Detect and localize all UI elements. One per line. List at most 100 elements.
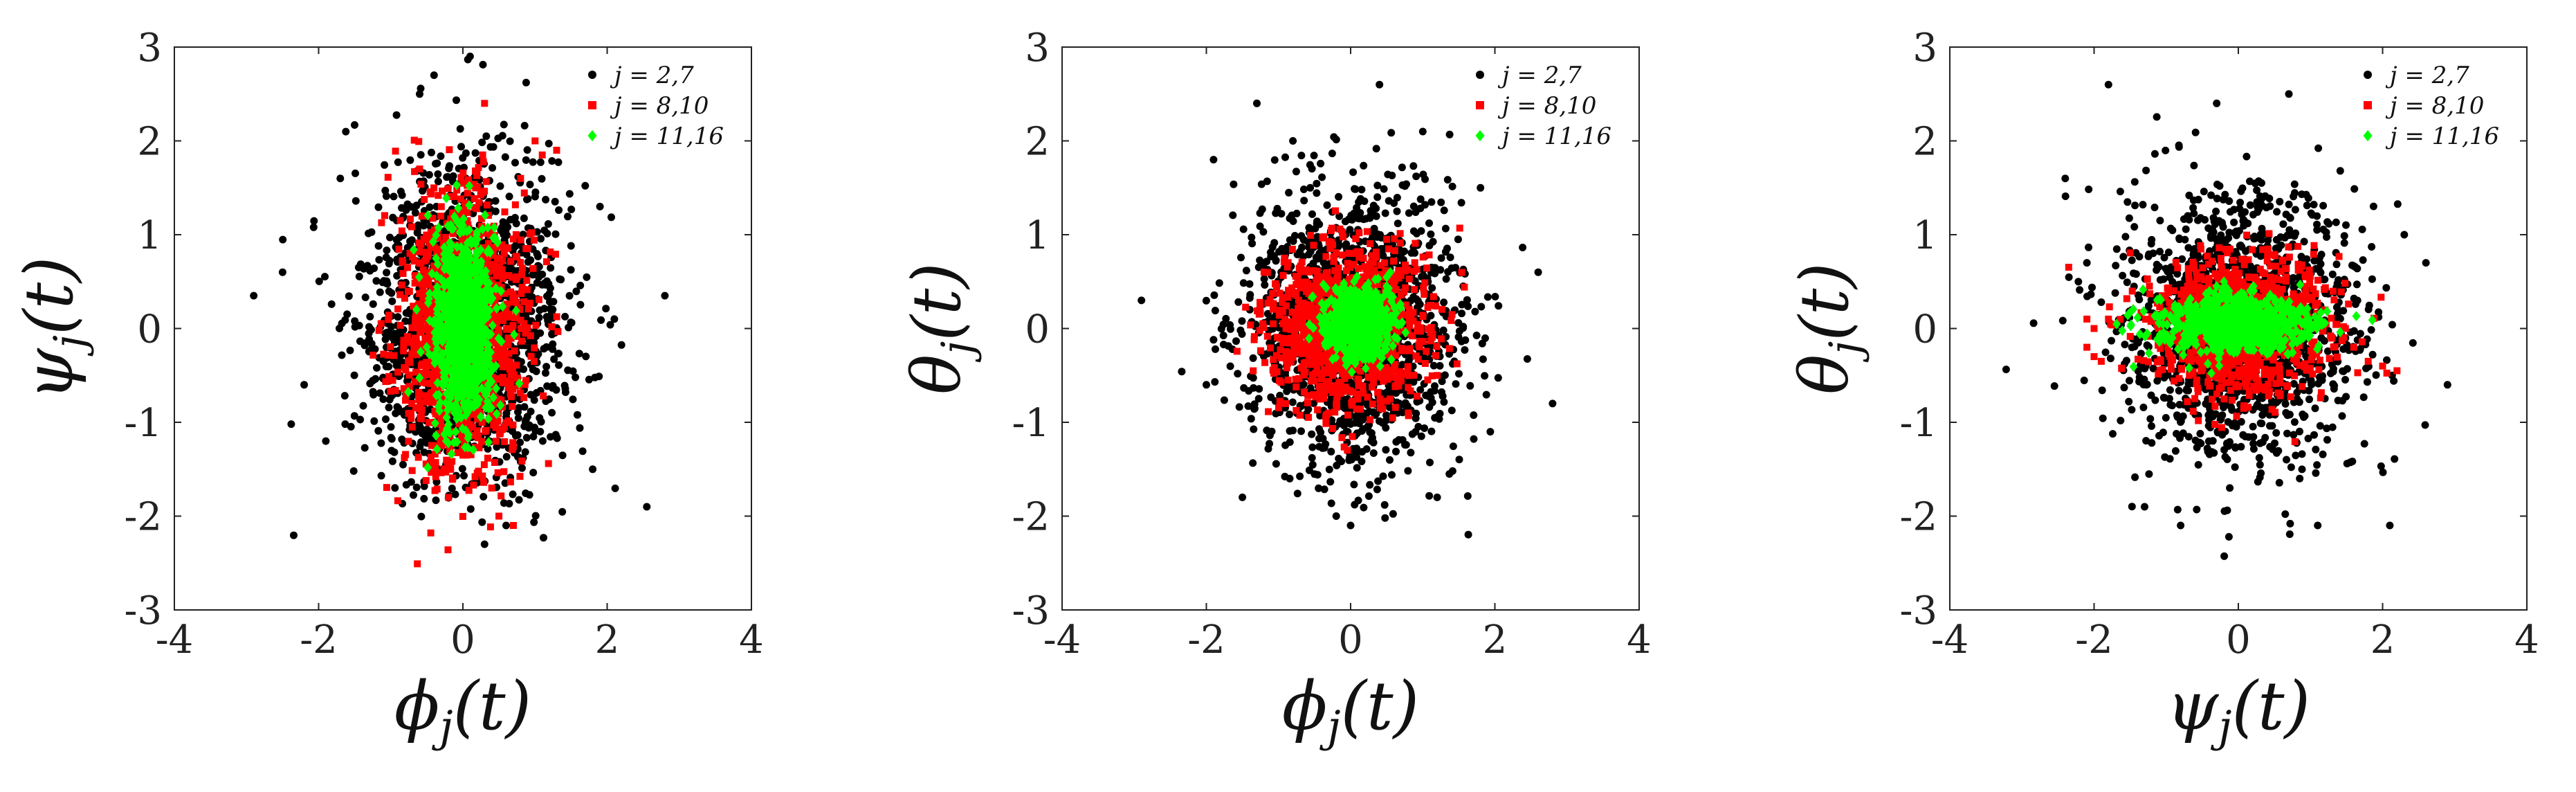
data-point — [432, 444, 441, 455]
data-point — [1308, 165, 1316, 173]
data-point — [474, 360, 483, 371]
data-point — [1296, 472, 1304, 480]
data-point — [1249, 459, 1257, 467]
data-point — [454, 209, 461, 217]
data-point — [427, 529, 435, 537]
data-point — [452, 347, 461, 358]
data-point — [458, 311, 466, 322]
x-tick-label: 0 — [450, 618, 475, 663]
y-tick-label: 3 — [137, 26, 162, 71]
data-point — [1380, 185, 1388, 193]
data-point — [395, 245, 403, 253]
data-point — [1278, 244, 1286, 253]
data-point — [1358, 186, 1366, 194]
data-point — [437, 469, 445, 476]
data-point — [392, 409, 400, 417]
data-point — [450, 230, 457, 237]
data-point — [486, 523, 494, 531]
data-point — [460, 343, 469, 354]
data-point — [478, 518, 486, 526]
data-point — [525, 491, 533, 499]
x-tick-label: -2 — [300, 618, 338, 663]
data-point — [1441, 248, 1450, 256]
data-point — [471, 431, 478, 439]
data-point — [434, 170, 442, 178]
data-point — [545, 460, 552, 467]
data-point — [530, 518, 538, 526]
y-tick-label: -1 — [124, 401, 162, 446]
data-point — [520, 189, 528, 197]
data-point — [542, 313, 551, 321]
data-point — [453, 255, 462, 267]
data-point — [422, 307, 430, 315]
data-point — [1445, 130, 1454, 138]
data-point — [511, 201, 519, 208]
data-point — [437, 273, 446, 285]
data-point — [421, 196, 428, 204]
data-point — [441, 359, 450, 369]
data-point — [401, 363, 408, 371]
data-point — [426, 188, 434, 196]
data-point — [1358, 448, 1367, 456]
data-point — [1310, 399, 1318, 407]
data-point — [462, 449, 470, 456]
data-point — [426, 427, 434, 435]
data-point — [432, 430, 441, 441]
data-point — [385, 312, 393, 319]
data-point — [407, 215, 414, 223]
data-point — [416, 290, 423, 298]
data-point — [429, 309, 437, 316]
data-point — [505, 272, 513, 279]
data-point — [1267, 393, 1275, 402]
data-point — [462, 410, 471, 421]
data-point — [387, 289, 396, 297]
data-point — [531, 188, 540, 197]
data-point — [1443, 176, 1452, 184]
data-point — [385, 316, 392, 323]
data-point — [445, 494, 453, 501]
data-point — [547, 264, 555, 272]
data-point — [517, 174, 524, 182]
data-point — [471, 255, 480, 266]
data-point — [481, 100, 488, 107]
data-point — [430, 383, 438, 390]
data-point — [502, 453, 511, 461]
data-point — [527, 352, 535, 360]
data-point — [418, 362, 425, 370]
data-point — [404, 339, 412, 346]
data-point — [374, 242, 383, 250]
data-point — [387, 388, 394, 395]
data-point — [482, 402, 491, 413]
data-point — [1372, 145, 1380, 153]
data-point — [446, 146, 453, 154]
data-point — [1320, 485, 1328, 494]
data-point — [399, 460, 407, 469]
data-point — [499, 275, 506, 282]
data-point — [643, 503, 651, 511]
data-point — [1237, 253, 1245, 262]
scatter-points — [1138, 80, 1557, 539]
data-point — [448, 485, 456, 492]
data-point — [428, 268, 437, 279]
data-point — [342, 127, 350, 136]
data-point — [458, 249, 467, 260]
data-point — [432, 300, 439, 308]
data-point — [1242, 267, 1250, 275]
data-point — [1281, 153, 1289, 161]
data-point — [425, 288, 434, 299]
data-point — [401, 294, 408, 302]
data-point — [290, 531, 298, 539]
data-point — [491, 261, 499, 269]
data-point — [538, 270, 547, 278]
data-point — [464, 208, 471, 216]
data-point — [508, 393, 515, 400]
data-point — [439, 380, 448, 391]
data-point — [1254, 395, 1263, 403]
data-point — [435, 389, 444, 400]
data-point — [425, 293, 433, 304]
data-point — [471, 292, 480, 303]
data-point — [370, 264, 378, 272]
data-point — [350, 371, 358, 379]
legend-label: j = 8,10 — [610, 92, 709, 120]
